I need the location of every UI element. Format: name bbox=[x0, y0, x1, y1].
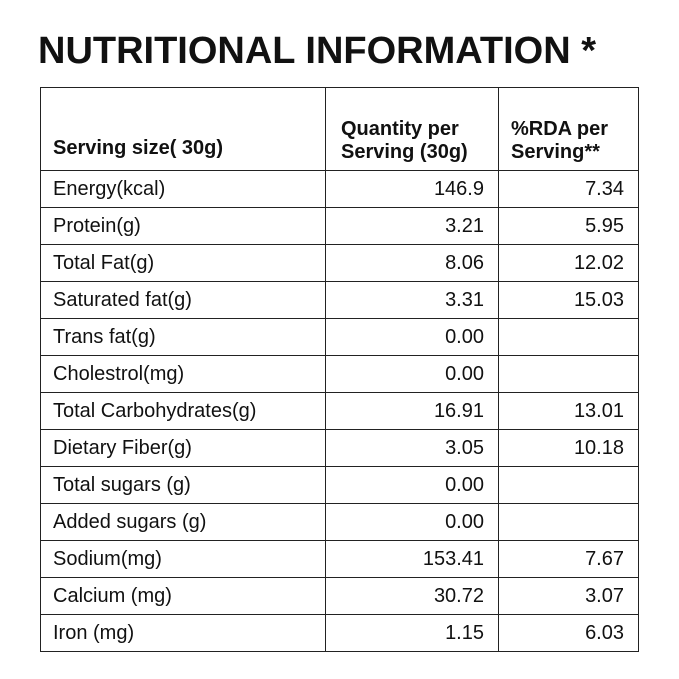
table-row: Dietary Fiber(g) 3.05 10.18 bbox=[40, 429, 639, 467]
table-row: Added sugars (g) 0.00 bbox=[40, 503, 639, 541]
nutrient-label: Iron (mg) bbox=[40, 614, 326, 652]
quantity-value: 3.05 bbox=[325, 429, 499, 467]
nutrient-label: Dietary Fiber(g) bbox=[40, 429, 326, 467]
rda-value bbox=[498, 318, 639, 356]
table-row: Iron (mg) 1.15 6.03 bbox=[40, 614, 639, 652]
quantity-value: 1.15 bbox=[325, 614, 499, 652]
quantity-value: 3.31 bbox=[325, 281, 499, 319]
quantity-value: 16.91 bbox=[325, 392, 499, 430]
nutrient-label: Added sugars (g) bbox=[40, 503, 326, 541]
table-row: Total Fat(g) 8.06 12.02 bbox=[40, 244, 639, 282]
rda-value bbox=[498, 466, 639, 504]
table-header-row: Serving size( 30g) Quantity per Serving … bbox=[40, 87, 639, 171]
quantity-value: 146.9 bbox=[325, 170, 499, 208]
table-row: Sodium(mg) 153.41 7.67 bbox=[40, 540, 639, 578]
rda-value: 15.03 bbox=[498, 281, 639, 319]
quantity-value: 0.00 bbox=[325, 503, 499, 541]
nutrient-label: Total sugars (g) bbox=[40, 466, 326, 504]
quantity-value: 8.06 bbox=[325, 244, 499, 282]
quantity-header: Quantity per Serving (30g) bbox=[325, 87, 499, 171]
rda-value: 5.95 bbox=[498, 207, 639, 245]
page-title: NUTRITIONAL INFORMATION * bbox=[38, 30, 596, 72]
nutrient-label: Total Carbohydrates(g) bbox=[40, 392, 326, 430]
rda-value: 7.34 bbox=[498, 170, 639, 208]
rda-value: 3.07 bbox=[498, 577, 639, 615]
table-row: Total Carbohydrates(g) 16.91 13.01 bbox=[40, 392, 639, 430]
table-row: Saturated fat(g) 3.31 15.03 bbox=[40, 281, 639, 319]
nutrient-label: Sodium(mg) bbox=[40, 540, 326, 578]
quantity-value: 0.00 bbox=[325, 355, 499, 393]
rda-header: %RDA per Serving** bbox=[498, 87, 639, 171]
table-row: Total sugars (g) 0.00 bbox=[40, 466, 639, 504]
rda-value: 10.18 bbox=[498, 429, 639, 467]
table-row: Protein(g) 3.21 5.95 bbox=[40, 207, 639, 245]
table-row: Energy(kcal) 146.9 7.34 bbox=[40, 170, 639, 208]
nutrition-table: Serving size( 30g) Quantity per Serving … bbox=[40, 87, 639, 652]
quantity-value: 0.00 bbox=[325, 318, 499, 356]
rda-value: 6.03 bbox=[498, 614, 639, 652]
table-row: Calcium (mg) 30.72 3.07 bbox=[40, 577, 639, 615]
table-body: Energy(kcal) 146.9 7.34 Protein(g) 3.21 … bbox=[40, 170, 639, 652]
rda-value bbox=[498, 355, 639, 393]
rda-value: 12.02 bbox=[498, 244, 639, 282]
nutrient-label: Cholestrol(mg) bbox=[40, 355, 326, 393]
rda-value bbox=[498, 503, 639, 541]
quantity-value: 0.00 bbox=[325, 466, 499, 504]
nutrient-label: Protein(g) bbox=[40, 207, 326, 245]
nutrient-label: Saturated fat(g) bbox=[40, 281, 326, 319]
serving-size-header: Serving size( 30g) bbox=[40, 87, 326, 171]
nutrient-label: Total Fat(g) bbox=[40, 244, 326, 282]
rda-value: 13.01 bbox=[498, 392, 639, 430]
quantity-value: 3.21 bbox=[325, 207, 499, 245]
table-row: Trans fat(g) 0.00 bbox=[40, 318, 639, 356]
quantity-value: 153.41 bbox=[325, 540, 499, 578]
table-row: Cholestrol(mg) 0.00 bbox=[40, 355, 639, 393]
nutrient-label: Energy(kcal) bbox=[40, 170, 326, 208]
nutrient-label: Trans fat(g) bbox=[40, 318, 326, 356]
nutrient-label: Calcium (mg) bbox=[40, 577, 326, 615]
rda-value: 7.67 bbox=[498, 540, 639, 578]
quantity-value: 30.72 bbox=[325, 577, 499, 615]
